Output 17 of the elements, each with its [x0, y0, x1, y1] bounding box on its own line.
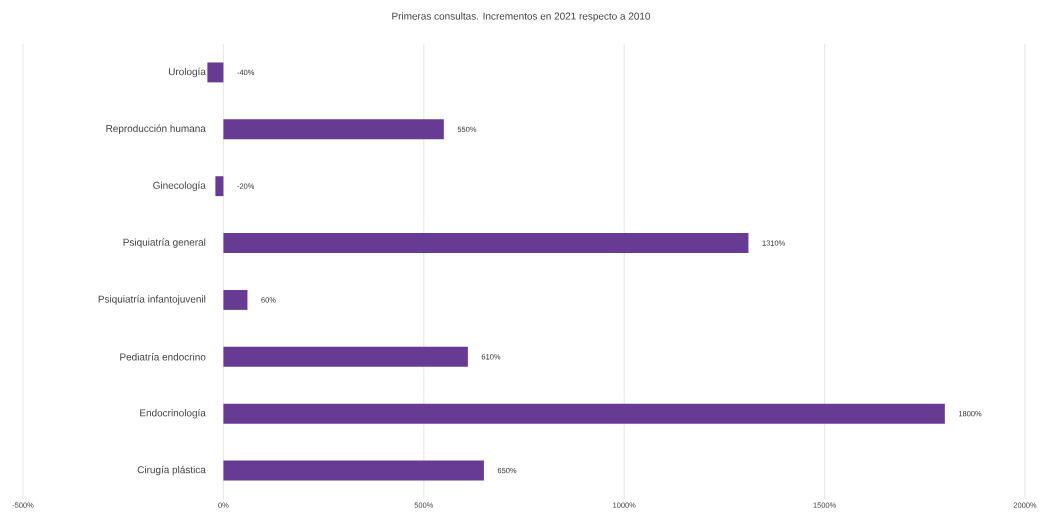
y-tick-label: Psiquiatría infantojuvenil: [98, 295, 206, 305]
bar: [223, 233, 749, 254]
bar: [215, 176, 224, 197]
y-tick-label: Endocrinología: [140, 408, 206, 419]
y-tick-label: Pediatría endocrino: [120, 353, 206, 361]
bar: [223, 460, 484, 481]
bar: [207, 62, 224, 83]
bar: [223, 119, 444, 140]
bar: [223, 403, 945, 424]
y-tick-label: Ginecología: [153, 181, 206, 191]
y-tick-label: Urología: [168, 67, 206, 78]
chart-title: Primeras consultas. Incrementos en 2021 respecto a 2010: [392, 12, 651, 22]
y-tick-label: Reproducción humana: [106, 124, 206, 134]
bar: [223, 289, 248, 310]
bar: [223, 346, 468, 367]
y-tick-label: Cirugía plástica: [137, 465, 206, 476]
y-tick-label: Psiquiatría general: [123, 238, 206, 248]
